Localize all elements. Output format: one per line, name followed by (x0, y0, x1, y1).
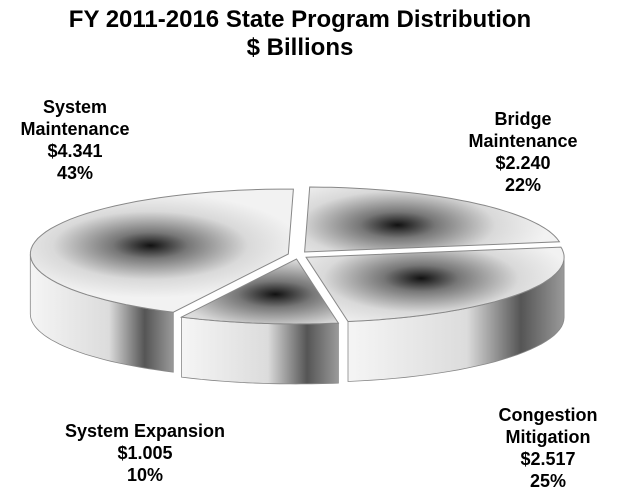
pie-slice-bridge-maintenance (304, 186, 561, 253)
pie-slice-congestion-mitigation (305, 246, 565, 323)
label-bridge-maintenance: Bridge Maintenance $2.240 22% (448, 108, 598, 196)
label-congestion-mitigation: Congestion Mitigation $2.517 25% (478, 404, 618, 492)
label-line: Maintenance (468, 131, 578, 151)
label-line: System Expansion (64, 421, 226, 441)
value-label: $2.517 (520, 449, 576, 469)
pie-slice-side (181, 316, 339, 385)
label-system-expansion: System Expansion $1.005 10% (40, 420, 250, 486)
chart-subtitle: $ Billions (246, 34, 354, 61)
label-line: Maintenance (20, 119, 130, 139)
percent-label: 43% (56, 163, 94, 183)
value-label: $4.341 (47, 141, 103, 161)
label-line: Bridge (494, 109, 552, 129)
percent-label: 10% (126, 465, 164, 485)
percent-label: 22% (504, 175, 542, 195)
percent-label: 25% (529, 471, 567, 491)
pie-slice-system-maintenance (29, 188, 294, 313)
value-label: $1.005 (117, 443, 173, 463)
label-line: Mitigation (505, 427, 591, 447)
value-label: $2.240 (495, 153, 551, 173)
pie-slice-system-expansion (179, 258, 340, 325)
label-line: System (42, 97, 108, 117)
chart-title: FY 2011-2016 State Program Distribution (68, 6, 532, 33)
label-line: Congestion (498, 405, 598, 425)
label-system-maintenance: System Maintenance $4.341 43% (0, 96, 150, 184)
